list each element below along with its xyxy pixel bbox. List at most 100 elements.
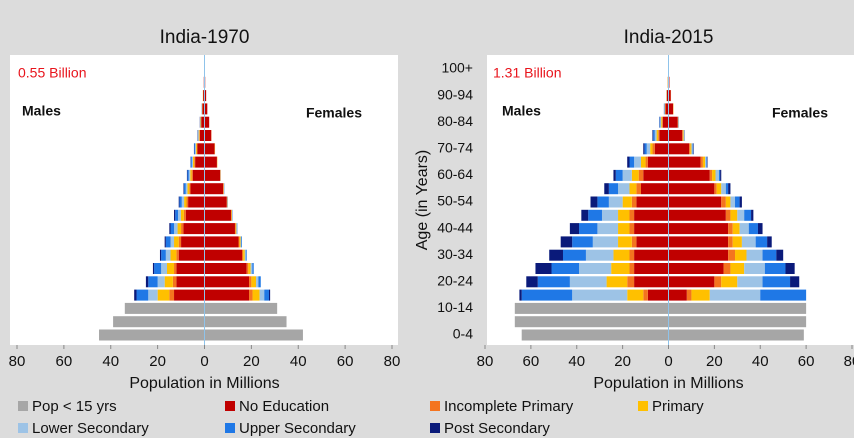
bar-segment xyxy=(760,289,807,301)
bar-segment xyxy=(185,183,188,195)
legend-label: Primary xyxy=(652,398,704,415)
bar-segment xyxy=(638,169,644,181)
bar-segment xyxy=(751,209,754,221)
bar-segment xyxy=(668,236,729,248)
bar-segment xyxy=(268,289,271,301)
bar-segment xyxy=(636,196,669,208)
bar-segment xyxy=(700,156,703,168)
bar-segment xyxy=(585,249,614,261)
bar-segment xyxy=(728,249,736,261)
bar-segment xyxy=(187,183,190,195)
bar-segment xyxy=(728,236,733,248)
bar-segment xyxy=(174,289,205,301)
x-tick-label: 20 xyxy=(614,353,631,370)
bar-segment xyxy=(204,316,287,328)
x-tick-label: 0 xyxy=(200,353,208,370)
bar-segment xyxy=(537,276,570,288)
bar-segment xyxy=(590,196,598,208)
bar-segment xyxy=(601,209,619,221)
bar-segment xyxy=(764,263,786,274)
bar-segment xyxy=(184,196,187,208)
bar-segment xyxy=(691,143,693,155)
bar-segment xyxy=(712,169,716,181)
x-tick-label: 60 xyxy=(523,353,540,370)
bar-segment xyxy=(190,183,205,195)
bar-segment xyxy=(741,236,756,248)
bar-segment xyxy=(161,249,166,261)
bar-segment xyxy=(185,209,205,221)
bar-segment xyxy=(535,263,552,274)
bar-segment xyxy=(668,143,690,155)
bar-segment xyxy=(668,130,683,141)
bar-segment xyxy=(152,263,155,274)
bar-segment xyxy=(643,169,669,181)
bar-segment xyxy=(252,289,260,301)
legend-swatch xyxy=(225,401,235,411)
bar-segment xyxy=(689,143,691,155)
bar-segment xyxy=(169,289,175,301)
legend-label: Pop < 15 yrs xyxy=(32,398,117,415)
bar-segment xyxy=(183,223,205,235)
bar-segment xyxy=(627,156,630,168)
bar-segment xyxy=(154,263,162,274)
bar-segment xyxy=(197,143,205,155)
bar-segment xyxy=(514,316,669,328)
bar-segment xyxy=(728,183,731,195)
bar-segment xyxy=(193,156,195,168)
bar-segment xyxy=(189,183,191,195)
bar-segment xyxy=(702,156,706,168)
bar-segment xyxy=(715,169,719,181)
bar-segment xyxy=(629,223,635,235)
bar-segment xyxy=(691,289,710,301)
y-tick-label: 80-84 xyxy=(437,113,473,129)
bar-segment xyxy=(174,209,176,221)
bar-segment xyxy=(658,130,660,141)
bar-segment xyxy=(240,236,242,248)
bar-segment xyxy=(629,156,635,168)
bar-segment xyxy=(721,183,726,195)
bar-segment xyxy=(646,143,651,155)
bar-segment xyxy=(178,249,205,261)
x-axis-label: Population in Millions xyxy=(129,375,279,392)
bar-segment xyxy=(250,263,253,274)
bar-segment xyxy=(188,196,205,208)
bar-segment xyxy=(668,329,804,341)
bar-segment xyxy=(186,196,189,208)
bar-segment xyxy=(757,223,763,235)
bar-segment xyxy=(194,143,196,155)
bar-segment xyxy=(148,276,158,288)
bar-segment xyxy=(597,223,619,235)
bar-segment xyxy=(613,169,616,181)
bar-segment xyxy=(204,156,217,168)
bar-segment xyxy=(145,276,149,288)
bar-segment xyxy=(181,223,184,235)
bar-segment xyxy=(785,263,795,274)
bar-segment xyxy=(203,90,205,102)
bar-segment xyxy=(264,289,269,301)
bar-segment xyxy=(748,223,758,235)
bar-segment xyxy=(204,223,235,235)
bar-segment xyxy=(134,289,137,301)
bar-segment xyxy=(204,196,227,208)
bar-segment xyxy=(521,329,669,341)
bar-segment xyxy=(730,196,736,208)
bar-segment xyxy=(190,156,192,168)
bar-segment xyxy=(192,169,205,181)
bar-segment xyxy=(659,116,661,128)
bar-segment xyxy=(165,236,171,248)
bar-segment xyxy=(634,276,669,288)
bar-segment xyxy=(762,276,791,288)
chart-title: India-1970 xyxy=(160,27,250,48)
bar-segment xyxy=(721,196,726,208)
left-label: Males xyxy=(22,103,61,119)
bar-segment xyxy=(725,183,729,195)
bar-segment xyxy=(175,209,179,221)
bar-segment xyxy=(199,130,205,141)
bar-segment xyxy=(647,156,669,168)
bar-segment xyxy=(161,263,167,274)
bar-segment xyxy=(514,302,669,314)
bar-segment xyxy=(204,249,242,261)
bar-segment xyxy=(634,209,669,221)
bar-segment xyxy=(526,276,538,288)
bar-segment xyxy=(732,236,742,248)
